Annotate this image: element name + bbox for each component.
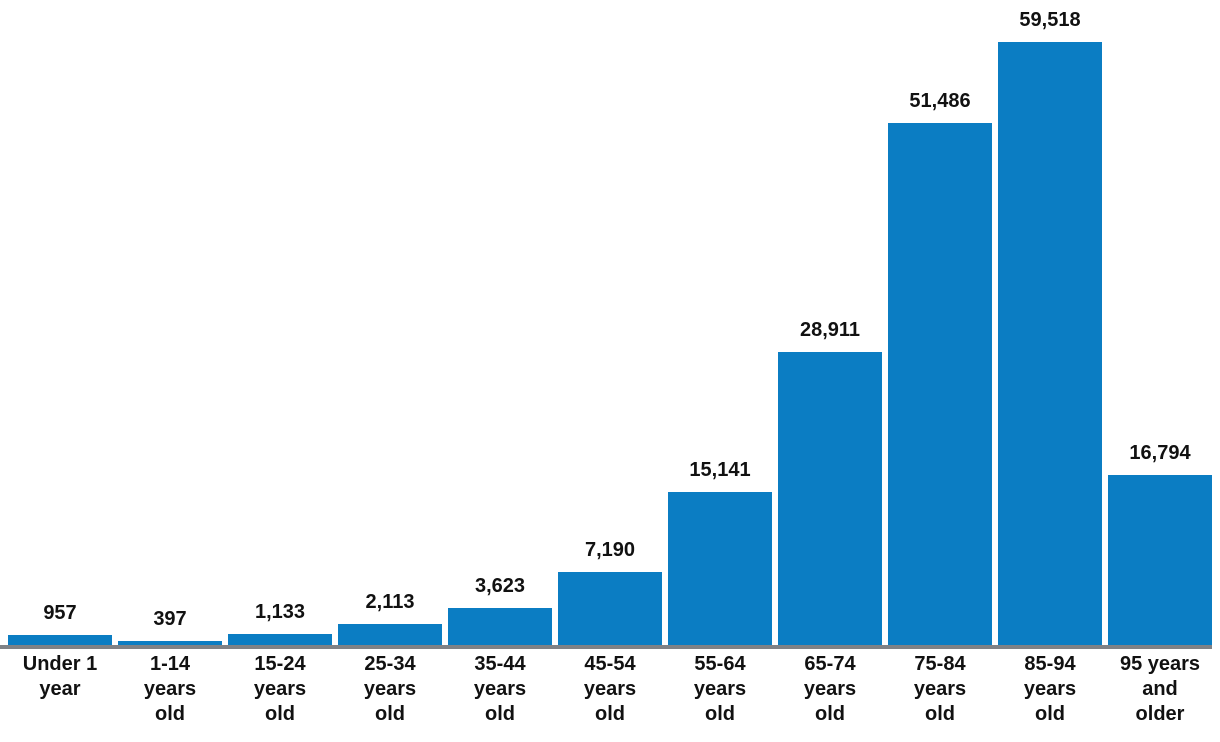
bar-column: 3,623 <box>448 0 552 645</box>
bars-row: 957 397 1,133 2,113 3,623 7,190 15,141 28,911 51… <box>8 0 1212 645</box>
category-label: 95 years and older <box>1119 653 1201 725</box>
bar-column: 7,190 <box>558 0 662 645</box>
bar <box>888 123 992 645</box>
category-label: 25-34 years old <box>363 653 417 725</box>
bar <box>558 572 662 645</box>
category-label: 75-84 years old <box>913 653 967 725</box>
bar <box>778 352 882 645</box>
bar-value-label: 15,141 <box>689 458 751 481</box>
bar-value-label: 3,623 <box>474 575 526 598</box>
bar-value-label: 1,133 <box>254 600 306 623</box>
bar-value-label: 59,518 <box>1019 9 1081 31</box>
bar <box>338 623 442 645</box>
bar-value-label: 957 <box>43 602 77 625</box>
category-label: Under 1 year <box>22 653 98 700</box>
bar <box>118 640 222 645</box>
category-label: 45-54 years old <box>583 653 637 725</box>
bar <box>8 635 112 645</box>
bar-value-label: 397 <box>153 607 187 630</box>
category-label: 15-24 years old <box>253 653 307 725</box>
bar <box>448 608 552 645</box>
category-label: 85-94 years old <box>1023 653 1077 725</box>
bar-column: 16,794 <box>1108 0 1212 645</box>
bar-value-label: 7,190 <box>584 539 636 562</box>
bar-column: 1,133 <box>228 0 332 645</box>
x-axis-line <box>0 645 1212 649</box>
bar-column: 59,518 <box>998 0 1102 645</box>
bar-column: 2,113 <box>338 0 442 645</box>
bar <box>998 42 1102 645</box>
bar-value-label: 2,113 <box>365 590 415 613</box>
bar-column: 957 <box>8 0 112 645</box>
bar-value-label: 28,911 <box>799 319 861 342</box>
category-label: 1-14 years old <box>143 653 197 725</box>
plot-area: 957 397 1,133 2,113 3,623 7,190 15,141 28,911 51… <box>8 0 1212 645</box>
bar-value-label: 16,794 <box>1129 441 1191 464</box>
bar-column: 397 <box>118 0 222 645</box>
bar-value-label: 51,486 <box>909 90 971 113</box>
category-label: 65-74 years old <box>803 653 857 725</box>
bar-column: 51,486 <box>888 0 992 645</box>
bar <box>668 491 772 645</box>
category-label: 35-44 years old <box>473 653 527 725</box>
bar <box>228 633 332 645</box>
bar <box>1108 474 1212 645</box>
category-labels-row: Under 1 year 1-14 years old 15-24 years ol… <box>8 652 1212 727</box>
bar-column: 28,911 <box>778 0 882 645</box>
category-label: 55-64 years old <box>693 653 747 725</box>
bar-column: 15,141 <box>668 0 772 645</box>
